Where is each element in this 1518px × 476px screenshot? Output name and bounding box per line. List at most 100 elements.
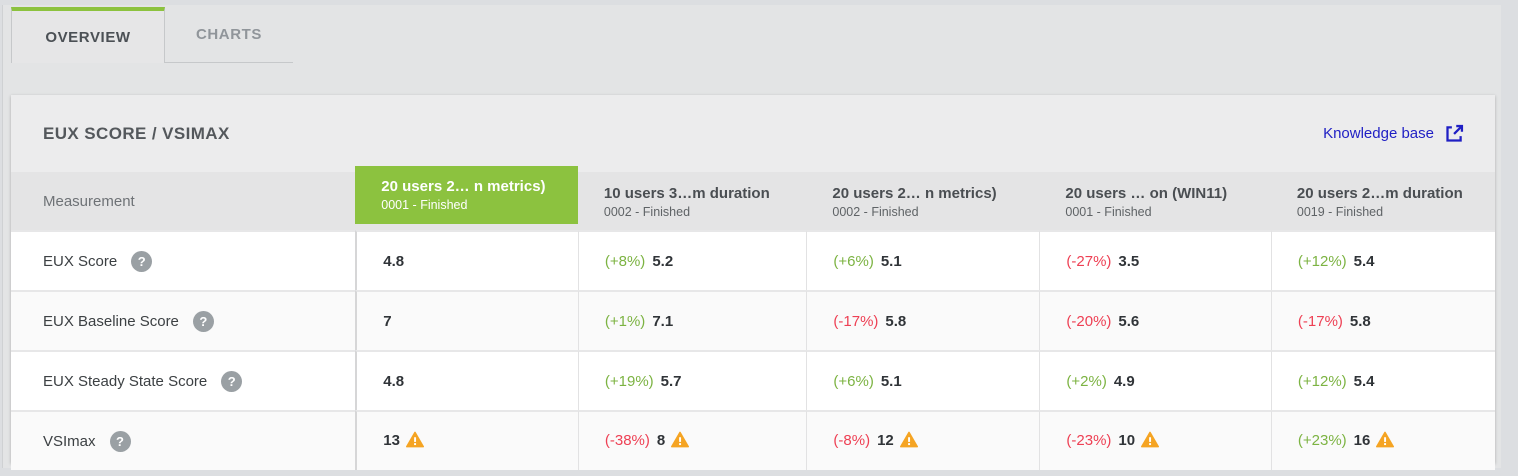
metric-value: 5.8 [1349, 312, 1371, 330]
percent-delta: (+23%) [1297, 431, 1347, 449]
measurement-label-cell: EUX Baseline Score? [11, 290, 356, 350]
value-cell: (-27%) 3.5 [1039, 230, 1271, 290]
metric-value: 8 [656, 431, 666, 449]
metric-value: 4.8 [383, 252, 405, 270]
metric-value: 7 [383, 312, 392, 330]
run-status: 0002 - Finished [603, 204, 691, 219]
measurement-label-cell: VSImax? [11, 410, 356, 470]
value-cell: (-20%) 5.6 [1039, 290, 1271, 350]
run-title: 20 users 2… n metrics) [381, 178, 546, 195]
column-header-run5[interactable]: 20 users 2…m duration 0019 - Finished [1271, 172, 1495, 230]
external-link-icon [1444, 123, 1465, 144]
metric-value: 7.1 [652, 312, 674, 330]
metric-value: 5.1 [880, 372, 902, 390]
percent-delta: (-27%) [1066, 252, 1112, 270]
value-cell: 7 [355, 290, 578, 350]
percent-delta: (+8%) [604, 252, 646, 270]
run-status: 0001 - Finished [381, 197, 468, 212]
warning-icon [1141, 431, 1160, 452]
value-cell: 4.8 [355, 350, 578, 410]
percent-delta: (-20%) [1066, 312, 1112, 330]
measurement-header: Measurement [43, 192, 135, 210]
percent-delta: (-38%) [604, 431, 650, 449]
value-cell: 13 [355, 410, 578, 470]
value-cell: (-23%) 10 [1039, 410, 1271, 470]
value-cell: 4.8 [355, 230, 578, 290]
measurement-label: EUX Baseline Score [43, 312, 179, 330]
percent-delta: (-17%) [1297, 312, 1343, 330]
value-cell: (-17%) 5.8 [806, 290, 1040, 350]
help-icon[interactable]: ? [192, 310, 214, 332]
table-row: EUX Steady State Score? 4.8 (+19%) 5.7 (+6%)… [11, 350, 1495, 410]
value-cell: (+6%) 5.1 [806, 230, 1040, 290]
metric-value: 12 [877, 431, 894, 449]
column-header-run4[interactable]: 20 users … on (WIN11) 0001 - Finished [1039, 172, 1271, 230]
run-title: 20 users … on (WIN11) [1065, 185, 1228, 203]
table-header-row: Measurement 20 users 2… n metrics) 0001 … [11, 166, 1495, 230]
measurement-label-cell: EUX Steady State Score? [11, 350, 356, 410]
run-title: 20 users 2…m duration [1296, 185, 1463, 203]
value-cell: (+19%) 5.7 [577, 350, 807, 410]
run-title: 20 users 2… n metrics) [832, 185, 997, 203]
value-cell: (+23%) 16 [1270, 410, 1495, 470]
percent-delta: (-8%) [833, 431, 871, 449]
percent-delta: (-23%) [1066, 431, 1112, 449]
help-icon[interactable]: ? [131, 250, 153, 272]
metric-value: 5.4 [1353, 252, 1375, 270]
metric-value: 16 [1353, 431, 1371, 449]
run-status: 0002 - Finished [832, 204, 919, 219]
value-cell: (-8%) 12 [806, 410, 1040, 470]
metric-value: 5.8 [885, 312, 907, 330]
help-icon[interactable]: ? [221, 370, 243, 392]
metric-value: 10 [1118, 431, 1136, 449]
measurement-label: VSImax [43, 432, 96, 450]
panel-header: EUX SCORE / VSIMAX Knowledge base [11, 95, 1495, 172]
percent-delta: (+2%) [1066, 372, 1107, 390]
percent-delta: (+12%) [1297, 252, 1347, 270]
measurement-label: EUX Steady State Score [43, 372, 208, 390]
percent-delta: (+19%) [604, 372, 654, 390]
knowledge-base-label: Knowledge base [1323, 125, 1434, 142]
percent-delta: (-17%) [833, 312, 879, 330]
table-row: EUX Score? 4.8 (+8%) 5.2 (+6%) 5.1 (-27%) 3.5 (+… [11, 230, 1495, 290]
metric-value: 5.4 [1353, 372, 1375, 390]
percent-delta: (+6%) [833, 372, 874, 390]
value-cell: (+6%) 5.1 [806, 350, 1040, 410]
metric-value: 4.8 [383, 372, 405, 390]
value-cell: (+12%) 5.4 [1270, 230, 1495, 290]
tab-bar: OVERVIEW CHARTS [11, 7, 293, 63]
metric-value: 5.2 [652, 252, 674, 270]
value-cell: (+1%) 7.1 [577, 290, 807, 350]
help-icon[interactable]: ? [109, 430, 131, 452]
table-row: EUX Baseline Score? 7 (+1%) 7.1 (-17%) 5.8 (-2… [11, 290, 1495, 350]
value-cell: (-38%) 8 [577, 410, 807, 470]
comparison-table: Measurement 20 users 2… n metrics) 0001 … [11, 166, 1495, 470]
value-cell: (+12%) 5.4 [1270, 350, 1495, 410]
value-cell: (+2%) 4.9 [1039, 350, 1271, 410]
eux-score-panel: EUX SCORE / VSIMAX Knowledge base Measur… [11, 95, 1495, 470]
measurement-label-cell: EUX Score? [11, 230, 356, 290]
panel-title: EUX SCORE / VSIMAX [43, 123, 230, 143]
metric-value: 5.6 [1118, 312, 1140, 330]
tab-overview[interactable]: OVERVIEW [11, 7, 165, 63]
column-header-run3[interactable]: 20 users 2… n metrics) 0002 - Finished [806, 172, 1039, 230]
metric-value: 3.5 [1118, 252, 1140, 270]
percent-delta: (+12%) [1297, 372, 1347, 390]
run-status: 0019 - Finished [1296, 204, 1384, 219]
column-header-run1[interactable]: 20 users 2… n metrics) 0001 - Finished [355, 166, 578, 230]
page-background: OVERVIEW CHARTS EUX SCORE / VSIMAX Knowl… [2, 5, 1501, 470]
metric-value: 5.1 [880, 252, 902, 270]
warning-icon [405, 431, 424, 452]
run-title: 10 users 3…m duration [603, 185, 770, 203]
knowledge-base-link[interactable]: Knowledge base [1323, 123, 1465, 144]
measurement-label: EUX Score [43, 252, 118, 270]
metric-value: 13 [383, 431, 400, 449]
column-header-run2[interactable]: 10 users 3…m duration 0002 - Finished [578, 172, 807, 230]
tab-charts[interactable]: CHARTS [165, 7, 293, 63]
value-cell: (+8%) 5.2 [577, 230, 807, 290]
percent-delta: (+6%) [833, 252, 874, 270]
metric-value: 5.7 [660, 372, 682, 390]
warning-icon [1376, 431, 1395, 452]
run-status: 0001 - Finished [1065, 204, 1152, 219]
metric-value: 4.9 [1113, 372, 1135, 390]
